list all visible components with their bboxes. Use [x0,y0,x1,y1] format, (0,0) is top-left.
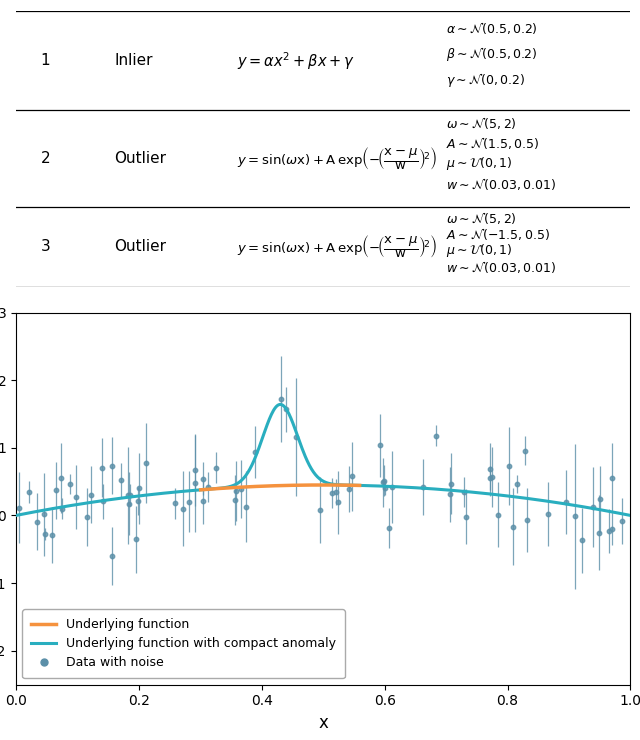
Text: Outlier: Outlier [115,151,166,166]
Text: Outlier: Outlier [115,239,166,254]
Text: Inlier: Inlier [115,53,153,68]
Text: $A \sim \mathcal{N}(-1.5, 0.5)$: $A \sim \mathcal{N}(-1.5, 0.5)$ [446,226,550,242]
Text: 1: 1 [40,53,50,68]
X-axis label: x: x [318,714,328,732]
Text: $\mu \sim \mathcal{U}(0, 1)$: $\mu \sim \mathcal{U}(0, 1)$ [446,242,513,259]
Legend: Underlying function, Underlying function with compact anomaly, Data with noise: Underlying function, Underlying function… [22,609,345,679]
Text: 2: 2 [40,151,50,166]
Text: $\beta \sim \mathcal{N}(0.5, 0.2)$: $\beta \sim \mathcal{N}(0.5, 0.2)$ [446,45,538,63]
Text: $\mu \sim \mathcal{U}(0, 1)$: $\mu \sim \mathcal{U}(0, 1)$ [446,155,513,172]
Text: 3: 3 [40,239,51,254]
Text: $\gamma \sim \mathcal{N}(0, 0.2)$: $\gamma \sim \mathcal{N}(0, 0.2)$ [446,71,525,90]
Text: $w \sim \mathcal{N}(0.03, 0.01)$: $w \sim \mathcal{N}(0.03, 0.01)$ [446,260,556,275]
Text: $A \sim \mathcal{N}(1.5, 0.5)$: $A \sim \mathcal{N}(1.5, 0.5)$ [446,135,540,152]
Text: $y = \sin(\omega\mathrm{x}) + \mathrm{A}\,\exp\!\left(-\!\left(\dfrac{\mathrm{x}: $y = \sin(\omega\mathrm{x}) + \mathrm{A}… [237,145,438,172]
Text: $y = \alpha x^2 + \beta x + \gamma$: $y = \alpha x^2 + \beta x + \gamma$ [237,50,355,72]
Text: $\alpha \sim \mathcal{N}(0.5, 0.2)$: $\alpha \sim \mathcal{N}(0.5, 0.2)$ [446,20,538,36]
Text: $w \sim \mathcal{N}(0.03, 0.01)$: $w \sim \mathcal{N}(0.03, 0.01)$ [446,175,556,192]
Text: $\omega \sim \mathcal{N}(5, 2)$: $\omega \sim \mathcal{N}(5, 2)$ [446,209,517,226]
Text: $y = \sin(\omega\mathrm{x}) + \mathrm{A}\,\exp\!\left(-\!\left(\dfrac{\mathrm{x}: $y = \sin(\omega\mathrm{x}) + \mathrm{A}… [237,233,438,260]
Text: $\omega \sim \mathcal{N}(5, 2)$: $\omega \sim \mathcal{N}(5, 2)$ [446,115,517,132]
